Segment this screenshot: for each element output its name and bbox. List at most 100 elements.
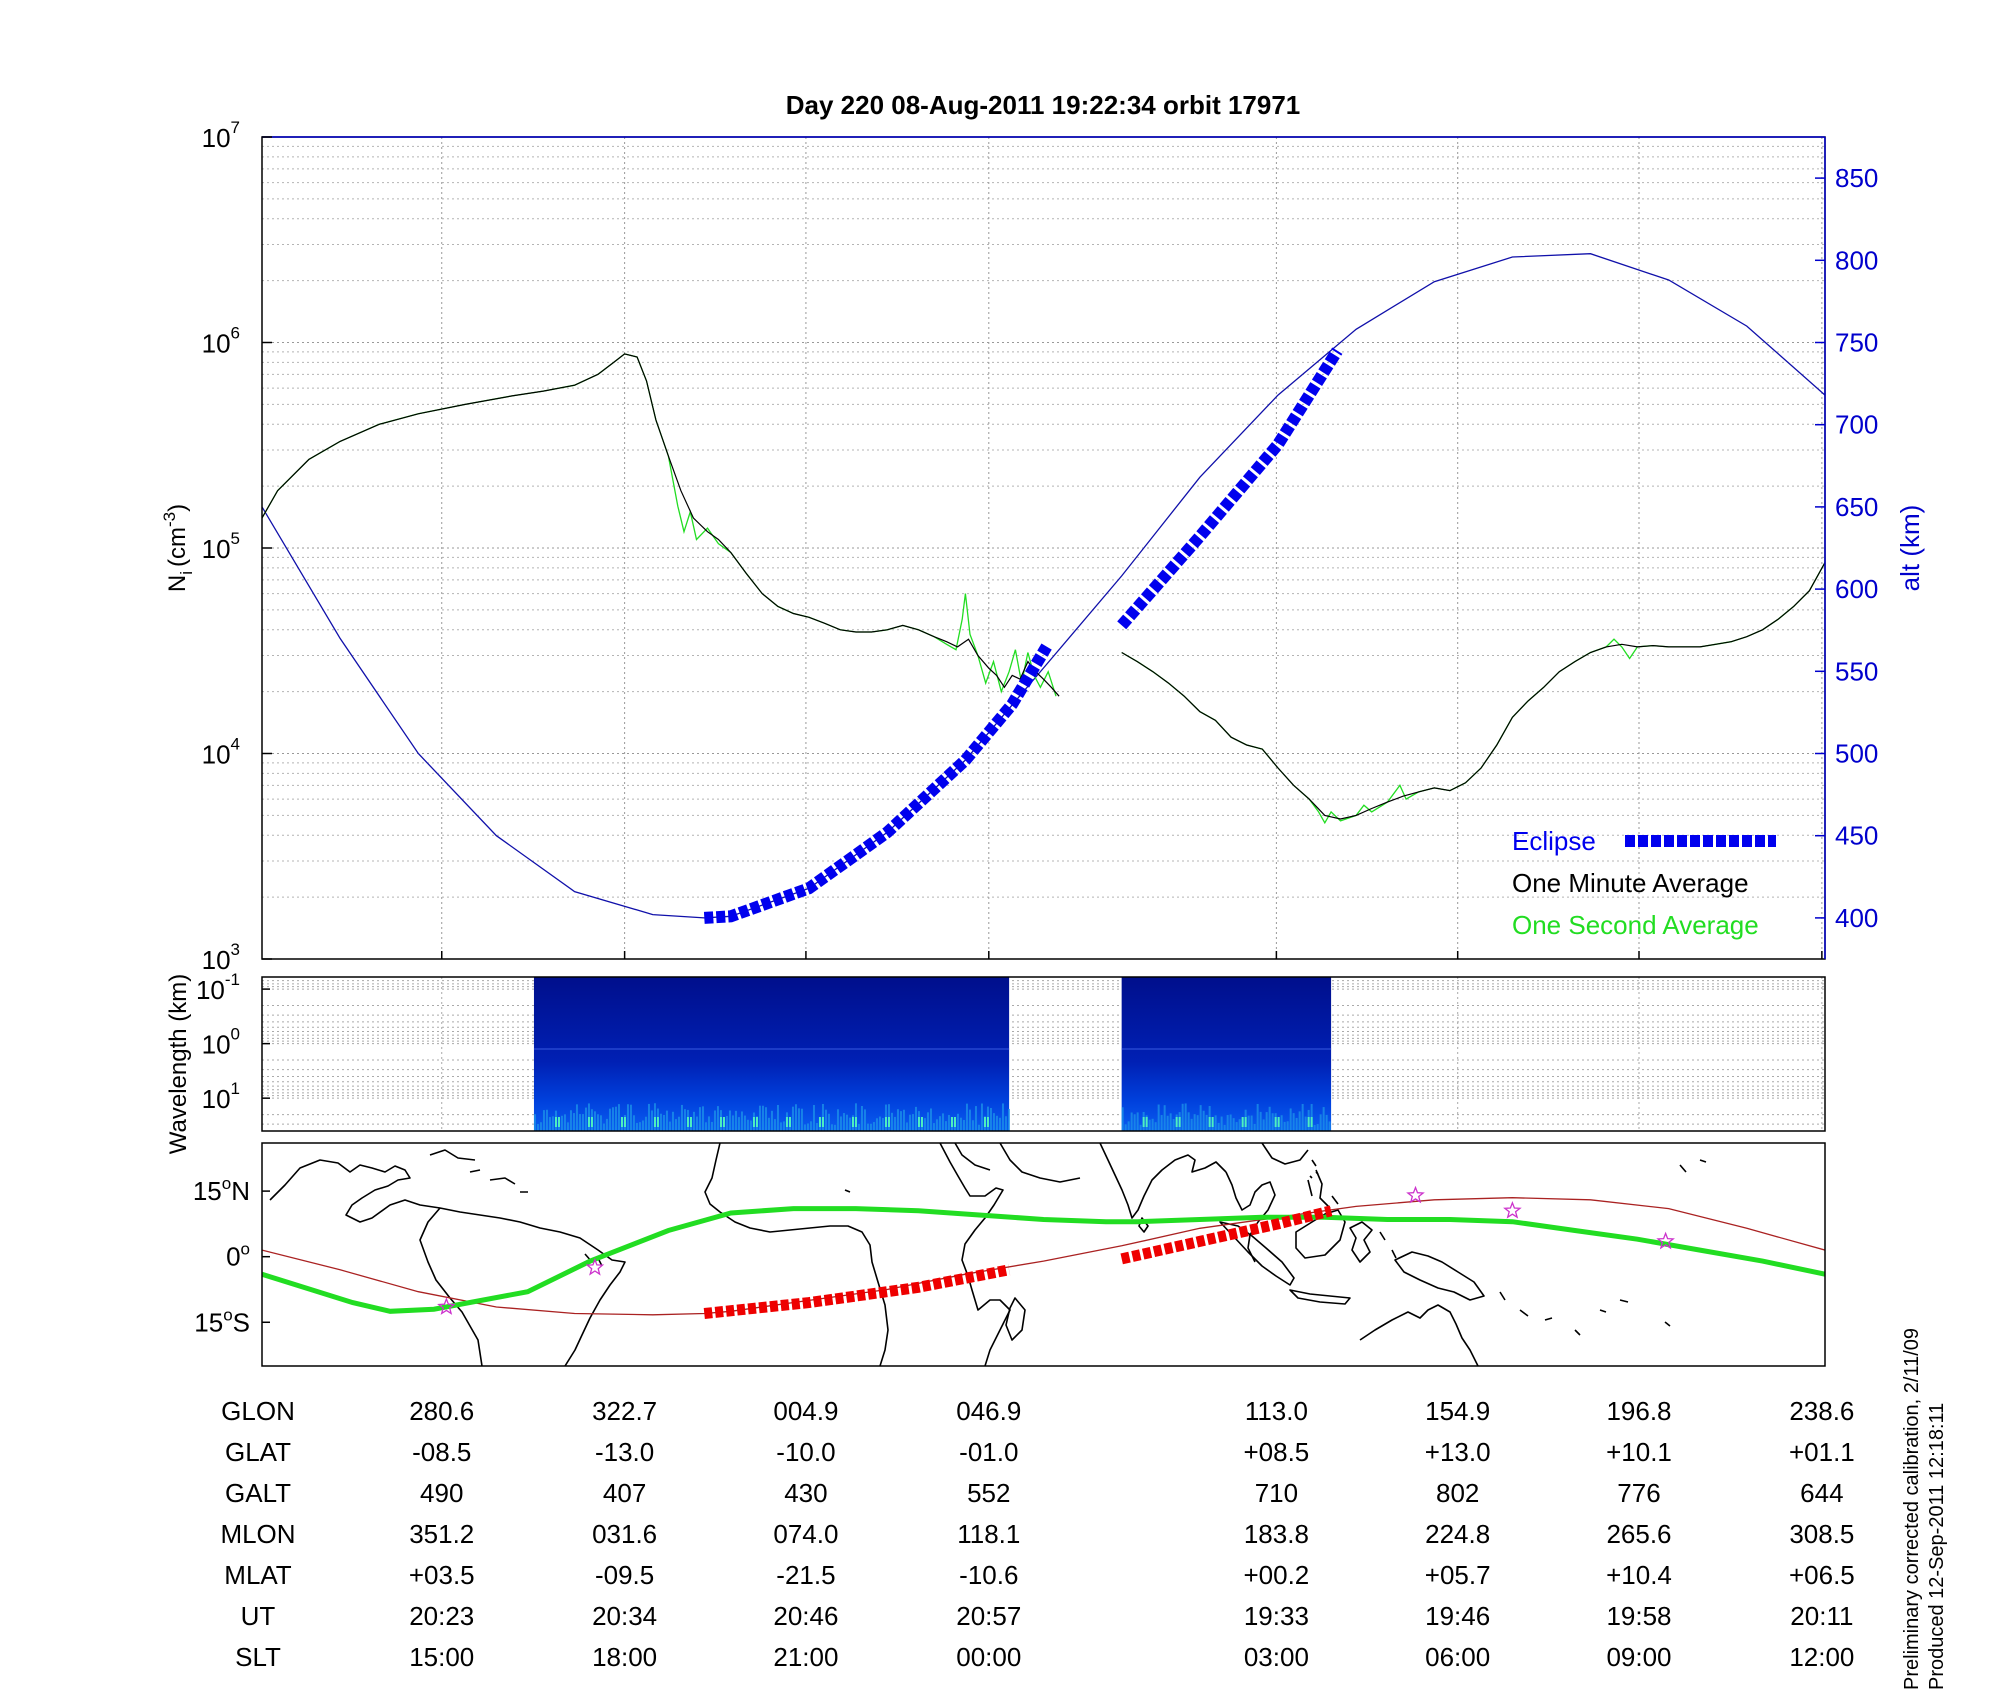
coast-java xyxy=(1289,1289,1351,1305)
orbit-table: GLON 280.6 322.7 004.9 046.9 113.0 154.9 196.8 2… xyxy=(220,1396,1854,1672)
spectrogram-column xyxy=(659,1113,662,1131)
degree-sign: o xyxy=(222,1174,231,1193)
spectrogram-column xyxy=(911,1114,914,1131)
tick-exponent: 0 xyxy=(231,1025,240,1044)
spectrogram-column xyxy=(548,1117,551,1131)
spectrogram-column xyxy=(662,1115,665,1131)
table-cell: 19:33 xyxy=(1244,1601,1309,1631)
spectrogram-column xyxy=(1139,1124,1142,1131)
coast-central-america xyxy=(269,1159,626,1366)
density-y-label-unit: (cm xyxy=(164,527,191,567)
degree-sign: o xyxy=(241,1240,250,1259)
spectrogram-column xyxy=(866,1123,869,1131)
spectrogram-column xyxy=(956,1113,959,1131)
spectrogram-column xyxy=(1124,1124,1127,1131)
table-cell: 21:00 xyxy=(773,1642,838,1672)
spectrogram-column xyxy=(839,1116,842,1131)
spectrogram-column xyxy=(1223,1124,1226,1131)
spectrogram-column xyxy=(698,1107,701,1131)
table-cell: 265.6 xyxy=(1606,1519,1671,1549)
coast-australia xyxy=(1359,1304,1479,1366)
altitude-y-tick-label: 650 xyxy=(1835,492,1878,522)
spectrogram-column xyxy=(869,1123,872,1131)
orbit-track-line xyxy=(262,1206,1825,1314)
spectrogram-column xyxy=(803,1124,806,1131)
table-cell: 20:23 xyxy=(409,1601,474,1631)
table-cell: +10.4 xyxy=(1606,1560,1672,1590)
spectrogram-column xyxy=(1166,1115,1169,1131)
table-cell: 074.0 xyxy=(773,1519,838,1549)
spectrogram-hot-cell xyxy=(887,1117,890,1127)
table-cell: 351.2 xyxy=(409,1519,474,1549)
spectrogram-column xyxy=(1217,1122,1220,1131)
footnote-line-2: Produced 12-Sep-2011 12:18:11 xyxy=(1926,1403,1948,1690)
density-y-label-main: N xyxy=(164,575,191,592)
spectrogram-block xyxy=(533,977,1010,1131)
spectrogram-hot-cell xyxy=(653,1117,656,1127)
spectrogram-column xyxy=(1187,1112,1190,1131)
spectrogram-hot-cell xyxy=(557,1117,560,1127)
altitude-y-tick-label: 550 xyxy=(1835,656,1878,686)
spectrogram-column xyxy=(596,1114,599,1131)
spectrogram-hot-cell xyxy=(1277,1117,1280,1127)
tick-exponent: 5 xyxy=(231,529,240,548)
spectrogram-hot-cell xyxy=(1244,1117,1247,1127)
footnote: Preliminary corrected calibration, 2/11/… xyxy=(1901,1328,1948,1690)
legend-one-second-label: One Second Average xyxy=(1512,910,1759,940)
spectrogram-column xyxy=(971,1120,974,1131)
spectrogram-column xyxy=(923,1118,926,1131)
spectrogram-column xyxy=(1298,1111,1301,1131)
table-cell: +03.5 xyxy=(409,1560,475,1590)
spectrogram-column xyxy=(572,1113,575,1131)
table-cell: +01.1 xyxy=(1789,1437,1855,1467)
spectrogram-column xyxy=(542,1110,545,1131)
spectrogram-column xyxy=(674,1119,677,1131)
spectrogram-column xyxy=(734,1110,737,1131)
spectrogram-column xyxy=(1007,1108,1010,1131)
spectrogram-hot-cell xyxy=(884,1117,887,1127)
spectrogram-hot-cell xyxy=(587,1117,590,1127)
coast-philippines xyxy=(1307,1169,1339,1209)
spectrogram-column xyxy=(1301,1103,1304,1131)
one-minute-line xyxy=(262,353,1060,697)
spectrogram-column xyxy=(902,1109,905,1131)
spectrogram-column xyxy=(629,1104,632,1131)
spectrogram-column xyxy=(1181,1103,1184,1131)
spectrogram-column xyxy=(995,1115,998,1131)
spectrogram-column xyxy=(743,1115,746,1131)
spectrogram-column xyxy=(968,1109,971,1131)
star-marker xyxy=(1503,1200,1522,1219)
spectrogram-column xyxy=(800,1108,803,1131)
tick-base: 10 xyxy=(196,975,225,1005)
spectrogram-column xyxy=(713,1110,716,1131)
density-y-tick-label: 105 xyxy=(202,529,240,564)
spectrogram-column xyxy=(761,1105,764,1131)
spectrogram-hot-cell xyxy=(554,1117,557,1127)
tick-exponent: 3 xyxy=(231,940,240,959)
altitude-y-tick-label: 750 xyxy=(1835,328,1878,358)
spectrogram-column xyxy=(1202,1110,1205,1131)
spectrogram-column xyxy=(974,1106,977,1131)
density-lines-layer xyxy=(262,353,1825,825)
spectrogram-column xyxy=(1220,1116,1223,1131)
table-cell: 046.9 xyxy=(956,1396,1021,1426)
eclipse-segment xyxy=(1117,347,1343,630)
spectrogram-column xyxy=(1121,1107,1124,1131)
spectrogram-column xyxy=(710,1121,713,1131)
spectrogram-column xyxy=(695,1116,698,1131)
hemisphere: N xyxy=(231,1176,250,1206)
spectrogram-column xyxy=(776,1105,779,1131)
table-cell: 20:46 xyxy=(773,1601,838,1631)
spectrogram-column xyxy=(650,1110,653,1131)
table-cell: 552 xyxy=(967,1478,1010,1508)
altitude-y-tick-label: 800 xyxy=(1835,245,1878,275)
spectrogram-column xyxy=(539,1122,542,1131)
spectrogram-column xyxy=(959,1117,962,1131)
coast-taiwan-china xyxy=(1261,1143,1317,1167)
spectrogram-column xyxy=(1253,1123,1256,1131)
spectrogram-column xyxy=(881,1117,884,1131)
spectrogram-column xyxy=(1133,1114,1136,1131)
